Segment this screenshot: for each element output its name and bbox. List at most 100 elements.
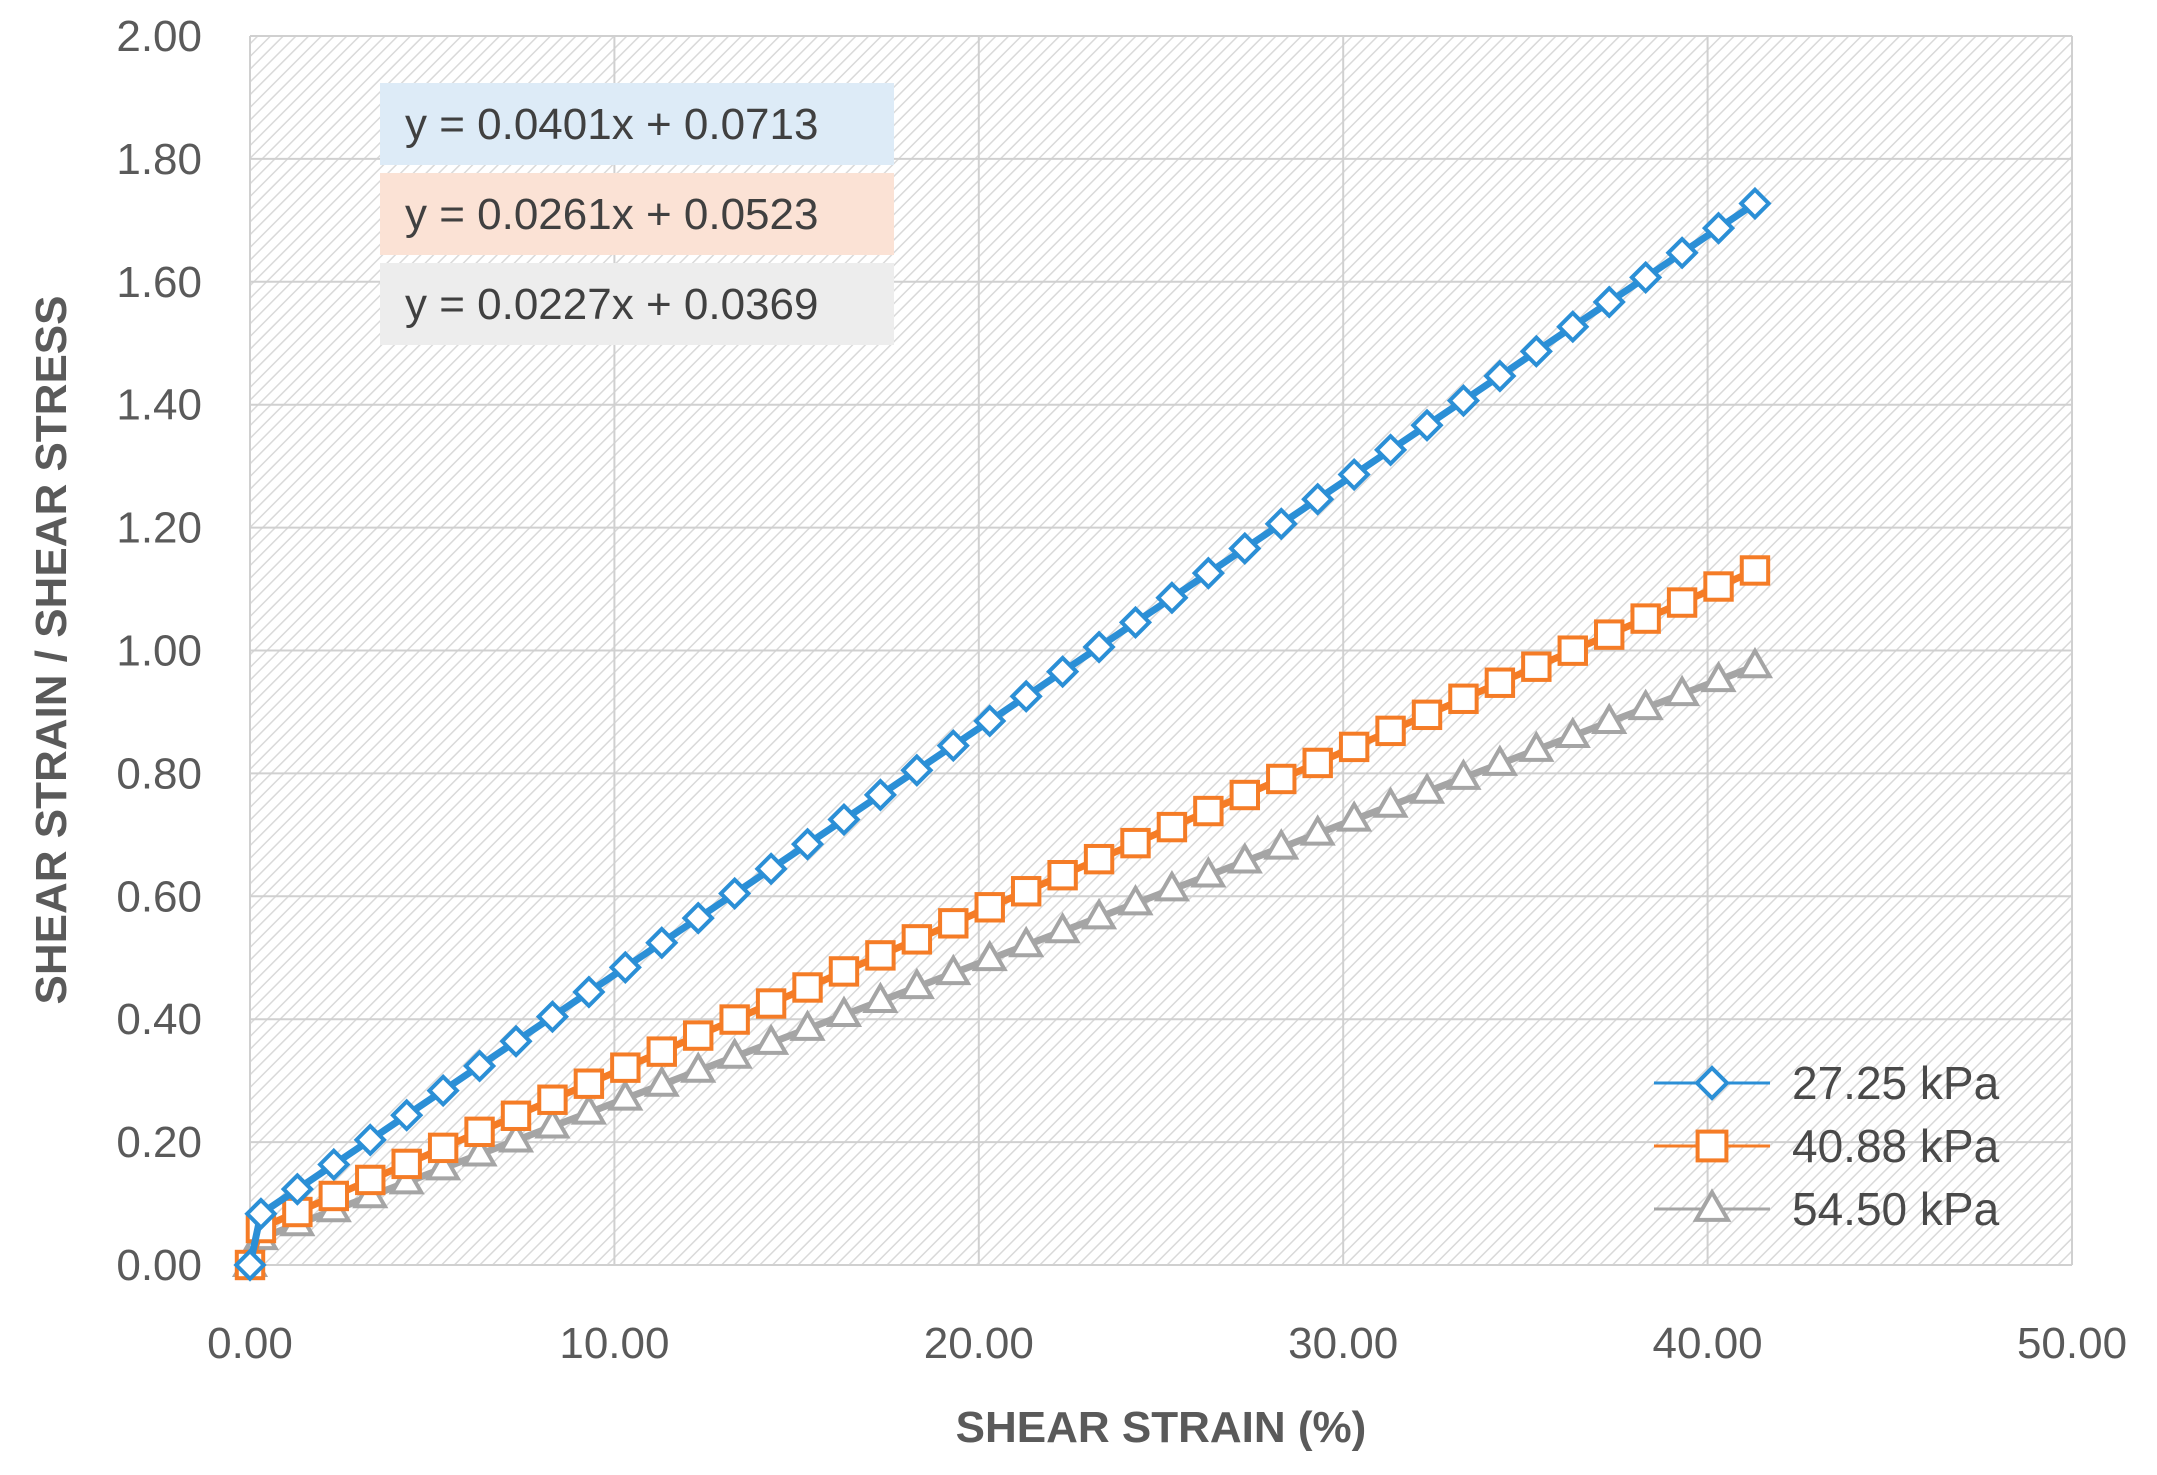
y-tick-label: 1.60 bbox=[116, 258, 202, 307]
equation-box bbox=[380, 173, 894, 255]
data-point bbox=[1666, 587, 1698, 618]
data-point bbox=[1554, 716, 1591, 748]
data-point bbox=[1336, 800, 1373, 832]
trendline-equations: y = 0.0401x + 0.0713 y = 0.0261x + 0.0523… bbox=[380, 83, 894, 345]
legend-item: 54.50 kPa bbox=[1654, 1183, 2000, 1235]
series-0 bbox=[233, 186, 1772, 1282]
data-point bbox=[1701, 211, 1736, 245]
data-point bbox=[355, 1164, 386, 1196]
data-point bbox=[1193, 795, 1224, 827]
data-point bbox=[1483, 359, 1517, 393]
y-axis-title: SHEAR STRAIN / SHEAR STRESS bbox=[27, 296, 76, 1005]
data-point bbox=[646, 1036, 677, 1067]
data-point bbox=[1338, 731, 1370, 763]
data-point bbox=[1009, 679, 1043, 713]
x-tick-label: 10.00 bbox=[559, 1319, 669, 1368]
data-point bbox=[792, 972, 823, 1003]
data-point bbox=[497, 1121, 535, 1153]
data-point bbox=[862, 981, 899, 1014]
data-point bbox=[643, 1065, 680, 1097]
equation-box bbox=[380, 83, 894, 165]
data-point bbox=[1557, 635, 1588, 666]
data-point bbox=[607, 1079, 644, 1111]
y-axis-ticks: 0.00 0.20 0.40 0.60 0.80 1.00 1.20 1.40 1.60 1.80… bbox=[116, 12, 202, 1290]
x-axis-title: SHEAR STRAIN (%) bbox=[956, 1403, 1367, 1452]
data-point bbox=[1629, 260, 1663, 294]
data-point bbox=[1373, 433, 1408, 467]
data-point bbox=[500, 1100, 532, 1131]
data-point bbox=[827, 802, 861, 837]
legend-marker bbox=[1695, 1129, 1729, 1163]
data-point bbox=[863, 778, 897, 812]
data-point bbox=[244, 1197, 278, 1231]
data-point bbox=[1630, 603, 1661, 634]
data-point bbox=[1484, 667, 1516, 698]
data-point bbox=[1736, 646, 1774, 679]
data-point bbox=[1266, 763, 1297, 795]
data-point bbox=[1046, 655, 1080, 689]
x-tick-label: 30.00 bbox=[1288, 1319, 1398, 1368]
y-tick-label: 0.00 bbox=[116, 1241, 202, 1290]
data-point bbox=[1481, 744, 1518, 776]
data-point bbox=[716, 1037, 753, 1069]
data-point bbox=[1047, 860, 1078, 891]
data-point bbox=[1044, 911, 1081, 944]
data-point bbox=[1083, 843, 1115, 875]
y-tick-label: 0.80 bbox=[116, 749, 202, 798]
data-point bbox=[1118, 605, 1153, 639]
legend-label: 27.25 kPa bbox=[1792, 1057, 2000, 1109]
data-point bbox=[1446, 384, 1481, 418]
data-point bbox=[1080, 897, 1118, 930]
y-tick-label: 0.60 bbox=[116, 872, 202, 921]
data-point bbox=[825, 995, 863, 1027]
series-layer bbox=[231, 186, 1774, 1282]
data-point bbox=[1556, 310, 1590, 344]
trendline-equation: y = 0.0261x + 0.0523 bbox=[405, 190, 818, 239]
data-point bbox=[680, 1051, 717, 1083]
data-point bbox=[681, 901, 715, 935]
data-point bbox=[1082, 630, 1116, 664]
data-point bbox=[865, 940, 896, 971]
legend-label: 54.50 kPa bbox=[1792, 1183, 2000, 1235]
data-point bbox=[1156, 811, 1188, 843]
y-tick-label: 0.40 bbox=[116, 995, 202, 1044]
data-point bbox=[1664, 674, 1701, 707]
equation-box bbox=[380, 263, 894, 345]
data-point bbox=[1120, 827, 1151, 859]
data-point bbox=[534, 1107, 571, 1139]
legend-item: 27.25 kPa bbox=[1654, 1057, 2000, 1109]
y-tick-label: 1.20 bbox=[116, 504, 202, 553]
data-point bbox=[388, 1162, 425, 1195]
data-point bbox=[1299, 814, 1336, 846]
data-point bbox=[1411, 699, 1443, 731]
trendline-equation: y = 0.0227x + 0.0369 bbox=[405, 280, 818, 329]
data-point bbox=[1408, 772, 1446, 804]
data-point bbox=[464, 1116, 495, 1148]
data-point bbox=[1010, 876, 1042, 907]
x-tick-label: 20.00 bbox=[924, 1319, 1034, 1368]
data-point bbox=[1591, 702, 1628, 735]
y-tick-label: 1.40 bbox=[116, 381, 202, 430]
legend-marker bbox=[1692, 1188, 1732, 1222]
data-point bbox=[901, 924, 933, 955]
data-point bbox=[1518, 730, 1555, 762]
data-point bbox=[754, 852, 788, 886]
data-point bbox=[233, 1248, 267, 1282]
data-point bbox=[282, 1196, 313, 1228]
trendline-equation: y = 0.0401x + 0.0713 bbox=[405, 100, 818, 149]
data-point bbox=[971, 939, 1008, 972]
data-point bbox=[1448, 683, 1479, 714]
data-point bbox=[718, 876, 752, 911]
data-point bbox=[900, 753, 934, 787]
data-point bbox=[898, 967, 935, 1000]
data-point bbox=[610, 1052, 641, 1083]
data-point bbox=[317, 1147, 351, 1182]
data-point bbox=[391, 1148, 422, 1180]
x-tick-label: 40.00 bbox=[1653, 1319, 1763, 1368]
data-point bbox=[1372, 786, 1409, 818]
data-point bbox=[1665, 236, 1699, 270]
data-point bbox=[1627, 688, 1664, 721]
series-1 bbox=[234, 555, 1771, 1281]
data-point bbox=[974, 892, 1005, 923]
